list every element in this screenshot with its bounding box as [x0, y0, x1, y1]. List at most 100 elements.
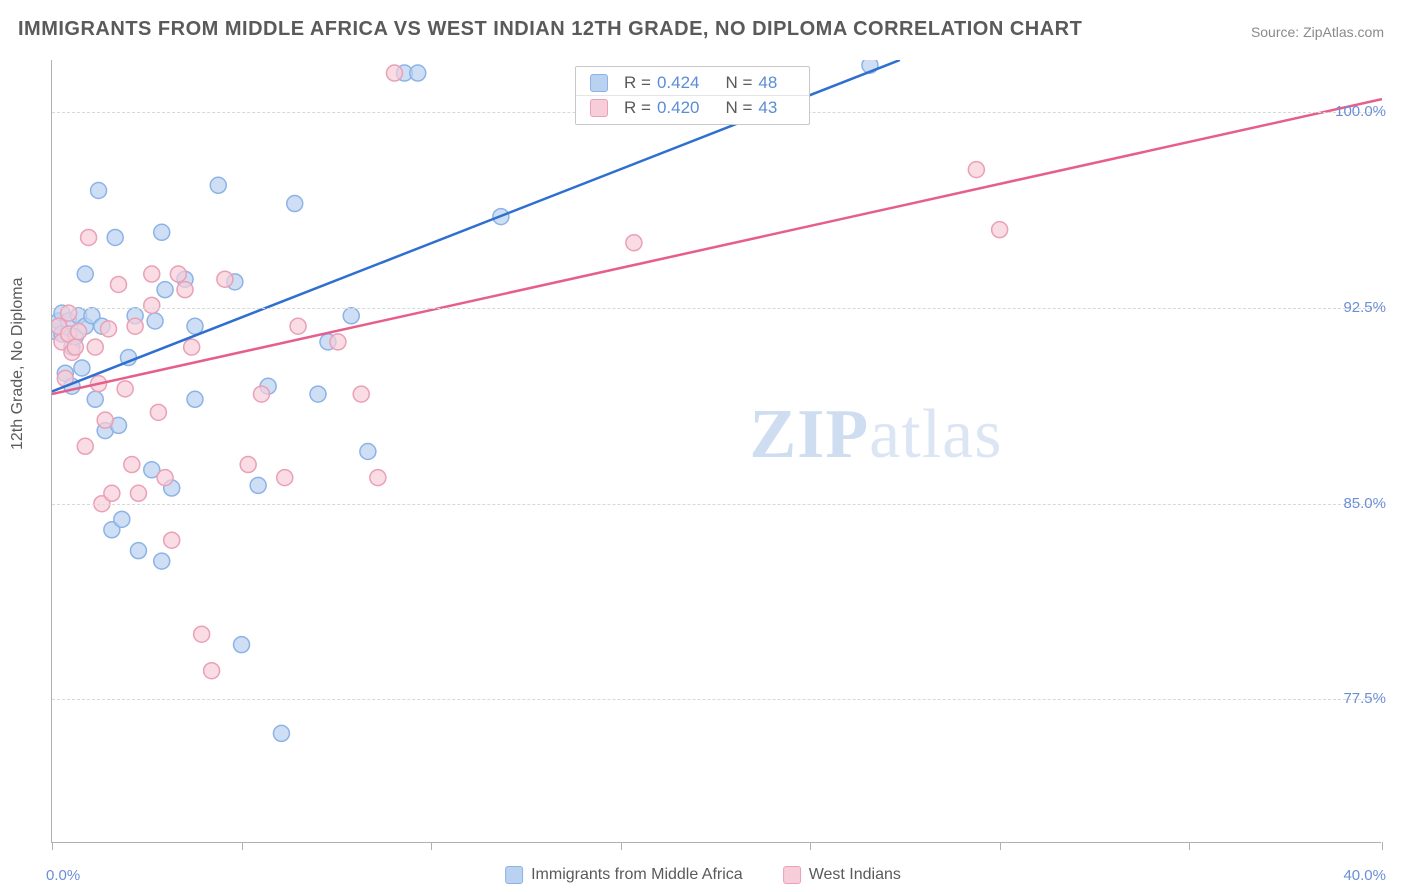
trend-line [52, 99, 1382, 394]
x-tick [810, 842, 811, 850]
y-tick-label: 100.0% [1335, 103, 1386, 120]
scatter-point [250, 477, 266, 493]
scatter-point [154, 224, 170, 240]
gridline [52, 699, 1381, 700]
legend-item: West Indians [783, 866, 901, 884]
source-name: ZipAtlas.com [1303, 24, 1384, 40]
scatter-point [164, 532, 180, 548]
x-axis-max-label: 40.0% [1343, 867, 1386, 884]
y-axis-label: 12th Grade, No Diploma [9, 277, 27, 450]
scatter-point [81, 229, 97, 245]
legend-item: Immigrants from Middle Africa [505, 866, 743, 884]
scatter-point [91, 183, 107, 199]
gridline [52, 504, 1381, 505]
scatter-point [194, 626, 210, 642]
scatter-point [87, 391, 103, 407]
scatter-point [144, 266, 160, 282]
scatter-point [217, 271, 233, 287]
x-tick [1189, 842, 1190, 850]
scatter-point [210, 177, 226, 193]
legend-row: R = 0.424 N = 48 [576, 71, 809, 96]
gridline [52, 308, 1381, 309]
y-tick-label: 85.0% [1343, 495, 1386, 512]
scatter-point [370, 470, 386, 486]
scatter-point [330, 334, 346, 350]
scatter-point [101, 321, 117, 337]
scatter-point [154, 553, 170, 569]
scatter-point [310, 386, 326, 402]
x-tick [621, 842, 622, 850]
scatter-point [117, 381, 133, 397]
scatter-point [77, 266, 93, 282]
scatter-point [187, 318, 203, 334]
scatter-point [290, 318, 306, 334]
scatter-point [184, 339, 200, 355]
scatter-point [240, 457, 256, 473]
scatter-point [157, 470, 173, 486]
scatter-point [130, 543, 146, 559]
scatter-point [144, 297, 160, 313]
y-tick-label: 77.5% [1343, 690, 1386, 707]
legend-n-value: 48 [758, 73, 777, 93]
scatter-point [74, 360, 90, 376]
scatter-point [97, 412, 113, 428]
scatter-point [343, 308, 359, 324]
source-label: Source: [1251, 24, 1299, 40]
scatter-point [130, 485, 146, 501]
scatter-point [67, 339, 83, 355]
chart-title: IMMIGRANTS FROM MIDDLE AFRICA VS WEST IN… [18, 18, 1082, 41]
scatter-point [111, 276, 127, 292]
legend-r-label: R = [624, 98, 651, 118]
plot-area: ZIPatlas [51, 60, 1381, 843]
x-tick [242, 842, 243, 850]
scatter-point [71, 323, 87, 339]
scatter-point [277, 470, 293, 486]
scatter-point [234, 637, 250, 653]
scatter-point [287, 196, 303, 212]
series-legend: Immigrants from Middle Africa West Indian… [505, 866, 901, 884]
scatter-point [253, 386, 269, 402]
legend-row: R = 0.420 N = 43 [576, 96, 809, 120]
scatter-point [992, 222, 1008, 238]
scatter-point [107, 229, 123, 245]
correlation-legend: R = 0.424 N = 48 R = 0.420 N = 43 [575, 66, 810, 125]
legend-label: Immigrants from Middle Africa [531, 866, 743, 883]
scatter-point [127, 318, 143, 334]
scatter-point [273, 725, 289, 741]
scatter-point [360, 444, 376, 460]
x-tick [52, 842, 53, 850]
scatter-point [187, 391, 203, 407]
scatter-point [386, 65, 402, 81]
y-tick-label: 92.5% [1343, 299, 1386, 316]
scatter-point [150, 404, 166, 420]
legend-n-label: N = [725, 98, 752, 118]
legend-label: West Indians [809, 866, 901, 883]
scatter-plot-svg [52, 60, 1382, 843]
legend-swatch [783, 866, 801, 884]
x-tick [431, 842, 432, 850]
legend-swatch [590, 99, 608, 117]
x-tick [1000, 842, 1001, 850]
legend-r-value: 0.424 [657, 73, 700, 93]
scatter-point [353, 386, 369, 402]
x-axis-min-label: 0.0% [46, 867, 80, 884]
scatter-point [147, 313, 163, 329]
legend-r-value: 0.420 [657, 98, 700, 118]
scatter-point [170, 266, 186, 282]
legend-n-value: 43 [758, 98, 777, 118]
legend-swatch [505, 866, 523, 884]
scatter-point [157, 282, 173, 298]
x-tick [1382, 842, 1383, 850]
legend-swatch [590, 74, 608, 92]
scatter-point [114, 511, 130, 527]
scatter-point [410, 65, 426, 81]
legend-n-label: N = [725, 73, 752, 93]
scatter-point [87, 339, 103, 355]
scatter-point [77, 438, 93, 454]
scatter-point [204, 663, 220, 679]
scatter-point [968, 162, 984, 178]
scatter-point [626, 235, 642, 251]
source-attribution: Source: ZipAtlas.com [1251, 24, 1384, 40]
scatter-point [104, 485, 120, 501]
legend-r-label: R = [624, 73, 651, 93]
